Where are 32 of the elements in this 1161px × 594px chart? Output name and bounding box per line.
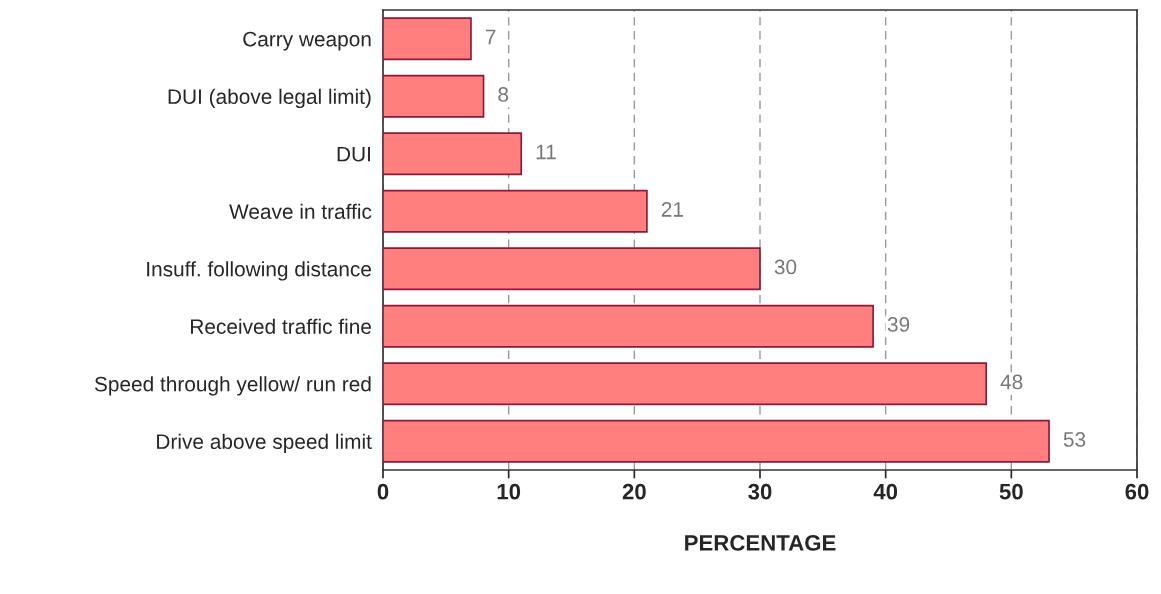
data-label: 48 [1000,374,1023,390]
bar [383,189,648,233]
x-tick-label: 30 [748,483,772,500]
bar [383,132,523,176]
data-label: 7 [485,29,496,45]
bar [383,74,485,118]
y-tick-label: Carry weapon [243,31,371,51]
data-label: 11 [536,144,556,160]
x-axis-title: PERCENTAGE [685,535,836,551]
y-tick-label: Drive above speed limit [157,433,372,454]
bar [383,17,472,61]
bar [383,362,988,406]
y-tick-label: Received traffic fine [191,318,371,334]
data-label: 8 [498,87,509,102]
x-tick-label: 40 [873,483,898,500]
x-tick-label: 50 [999,483,1023,500]
x-tick-label: 10 [497,483,521,500]
y-tick-label: Weave in traffic [229,203,372,219]
data-label: 30 [774,259,797,275]
y-tick-label: DUI (above legal limit) [168,88,371,109]
y-tick-label: DUI [337,146,370,162]
data-label: 21 [661,202,683,217]
x-tick-label: 60 [1125,483,1149,500]
data-label: 53 [1063,432,1086,447]
data-label: 39 [887,317,910,332]
bar [383,304,874,348]
y-tick-label: Speed through yellow/ run red [94,376,371,396]
x-tick-label: 20 [622,483,646,500]
bar [383,419,1050,463]
y-tick-label: Insuff. following distance [147,261,371,281]
x-tick-label: 0 [377,483,389,500]
bar [383,247,761,291]
